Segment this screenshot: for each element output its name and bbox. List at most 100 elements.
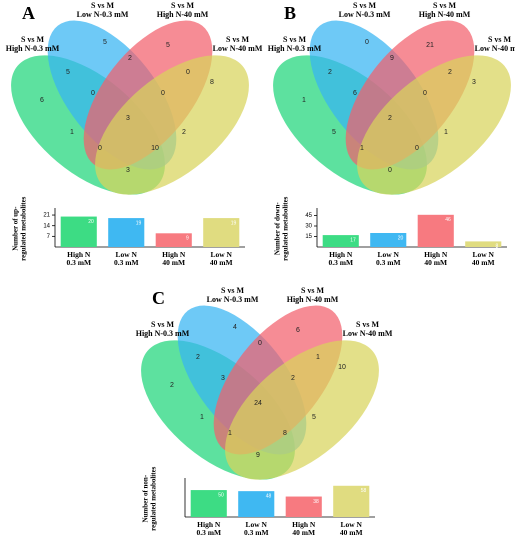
region-count: 2 <box>182 129 186 136</box>
bar <box>190 490 227 517</box>
region-count: 6 <box>353 90 357 97</box>
bar-value-label: 38 <box>313 499 319 505</box>
set-ellipse <box>357 55 511 195</box>
set-label: S vs M Low N-40 mM <box>474 35 515 53</box>
region-count: 9 <box>390 55 394 62</box>
region-count: 1 <box>316 354 320 361</box>
region-count: 2 <box>196 354 200 361</box>
bar <box>370 233 407 247</box>
bar <box>333 485 370 517</box>
x-tick-label: High N 0.3 mM <box>196 520 222 538</box>
y-tick-label: 45 <box>305 213 312 219</box>
bar <box>465 241 502 247</box>
set-label: S vs M High N-0.3 mM <box>267 35 322 53</box>
region-count: 2 <box>328 69 332 76</box>
region-count: 5 <box>166 42 170 49</box>
region-count: 6 <box>296 327 300 334</box>
y-axis-label: Number of non- regulated metabolites <box>141 466 157 531</box>
bar-value-label: 50 <box>218 492 224 498</box>
region-count: 2 <box>170 382 174 389</box>
set-label: S vs M High N-0.3 mM <box>5 35 60 53</box>
bar-value-label: 46 <box>445 217 451 223</box>
bar-value-label: 58 <box>361 488 367 494</box>
region-count: 1 <box>444 129 448 136</box>
region-count: 1 <box>70 129 74 136</box>
x-tick-label: High N 0.3 mM <box>66 250 92 268</box>
x-tick-label: High N 40 mM <box>424 250 448 268</box>
set-ellipse <box>95 55 249 195</box>
set-label: S vs M Low N-0.3 mM <box>338 1 391 19</box>
x-tick-label: Low N 0.3 mM <box>113 250 139 268</box>
panel-label: B <box>284 3 297 23</box>
region-count: 3 <box>126 167 130 174</box>
region-count: 1 <box>360 145 364 152</box>
region-count: 5 <box>66 69 70 76</box>
region-count: 0 <box>365 39 369 46</box>
x-tick-label: Low N 0.3 mM <box>375 250 401 268</box>
set-ellipse <box>225 340 379 480</box>
region-count: 0 <box>98 145 102 152</box>
bar <box>155 233 192 247</box>
x-tick-label: Low N 40 mM <box>209 250 233 268</box>
set-label: S vs M High N-40 mM <box>286 286 339 304</box>
region-count: 6 <box>40 97 44 104</box>
region-count: 5 <box>332 129 336 136</box>
y-tick-label: 21 <box>43 213 50 219</box>
x-tick-label: Low N 0.3 mM <box>243 520 269 538</box>
set-label: S vs M Low N-0.3 mM <box>76 1 129 19</box>
region-count: 3 <box>126 115 130 122</box>
bar-value-label: 48 <box>266 493 272 499</box>
region-count: 1 <box>200 414 204 421</box>
region-count: 4 <box>233 324 237 331</box>
region-count: 1 <box>302 97 306 104</box>
region-count: 1 <box>228 430 232 437</box>
bar <box>322 235 359 247</box>
y-axis-label: Number of down- regulated metabolites <box>273 196 289 261</box>
region-count: 21 <box>426 42 434 49</box>
bar <box>203 218 240 247</box>
y-tick-label: 30 <box>305 224 312 230</box>
region-count: 3 <box>221 375 225 382</box>
bar <box>238 491 275 517</box>
region-count: 0 <box>415 145 419 152</box>
region-count: 3 <box>472 79 476 86</box>
region-count: 24 <box>254 400 262 407</box>
x-tick-label: Low N 40 mM <box>339 520 363 538</box>
y-tick-label: 14 <box>43 223 50 229</box>
region-count: 5 <box>103 39 107 46</box>
y-tick-label: 15 <box>305 234 312 240</box>
bar <box>285 496 322 517</box>
bar-value-label: 17 <box>350 237 356 243</box>
region-count: 2 <box>291 375 295 382</box>
panel-label: A <box>22 3 35 23</box>
x-tick-label: High N 40 mM <box>292 520 316 538</box>
set-label: S vs M High N-0.3 mM <box>135 320 190 338</box>
x-tick-label: High N 40 mM <box>162 250 186 268</box>
set-label: S vs M Low N-40 mM <box>212 35 263 53</box>
x-tick-label: High N 0.3 mM <box>328 250 354 268</box>
set-label: S vs M Low N-40 mM <box>342 320 393 338</box>
bar <box>417 214 454 247</box>
region-count: 2 <box>128 55 132 62</box>
region-count: 0 <box>186 69 190 76</box>
bar <box>60 216 97 247</box>
bar-value-label: 20 <box>88 219 94 225</box>
region-count: 10 <box>338 364 346 371</box>
region-count: 2 <box>388 115 392 122</box>
set-label: S vs M High N-40 mM <box>418 1 471 19</box>
region-count: 0 <box>91 90 95 97</box>
region-count: 0 <box>423 90 427 97</box>
set-label: S vs M High N-40 mM <box>156 1 209 19</box>
x-tick-label: Low N 40 mM <box>471 250 495 268</box>
y-axis-label: Number of up- regulated metabolites <box>11 196 27 261</box>
bar-value-label: 9 <box>186 236 189 242</box>
bar-value-label: 19 <box>136 220 142 226</box>
region-count: 5 <box>312 414 316 421</box>
y-tick-label: 7 <box>47 234 51 240</box>
region-count: 0 <box>258 340 262 347</box>
bar-value-label: 19 <box>231 220 237 226</box>
bar <box>108 218 145 247</box>
region-count: 2 <box>448 69 452 76</box>
